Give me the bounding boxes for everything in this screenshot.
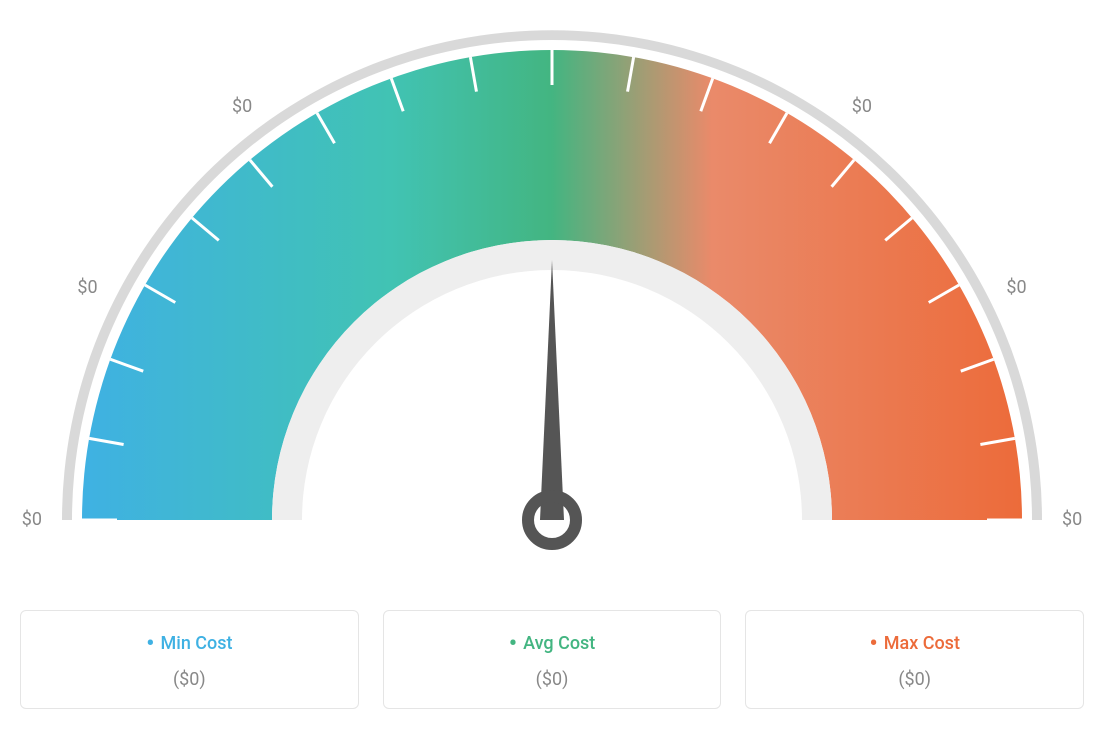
legend-min-value: ($0)	[39, 669, 340, 690]
svg-text:$0: $0	[1006, 277, 1026, 298]
svg-text:$0: $0	[852, 96, 872, 117]
gauge-svg: $0$0$0$0$0$0$0	[20, 20, 1084, 580]
gauge-chart: $0$0$0$0$0$0$0	[20, 20, 1084, 580]
legend-max-value: ($0)	[764, 669, 1065, 690]
legend-avg-label: Avg Cost	[402, 629, 703, 657]
legend-avg-value: ($0)	[402, 669, 703, 690]
svg-text:$0: $0	[232, 96, 252, 117]
svg-text:$0: $0	[77, 277, 97, 298]
legend-row: Min Cost ($0) Avg Cost ($0) Max Cost ($0…	[20, 610, 1084, 709]
svg-text:$0: $0	[1062, 509, 1082, 530]
svg-text:$0: $0	[22, 509, 42, 530]
cost-gauge-widget: $0$0$0$0$0$0$0 Min Cost ($0) Avg Cost ($…	[20, 20, 1084, 709]
legend-max-label: Max Cost	[764, 629, 1065, 657]
legend-min-card: Min Cost ($0)	[20, 610, 359, 709]
legend-max-card: Max Cost ($0)	[745, 610, 1084, 709]
legend-avg-card: Avg Cost ($0)	[383, 610, 722, 709]
legend-min-label: Min Cost	[39, 629, 340, 657]
